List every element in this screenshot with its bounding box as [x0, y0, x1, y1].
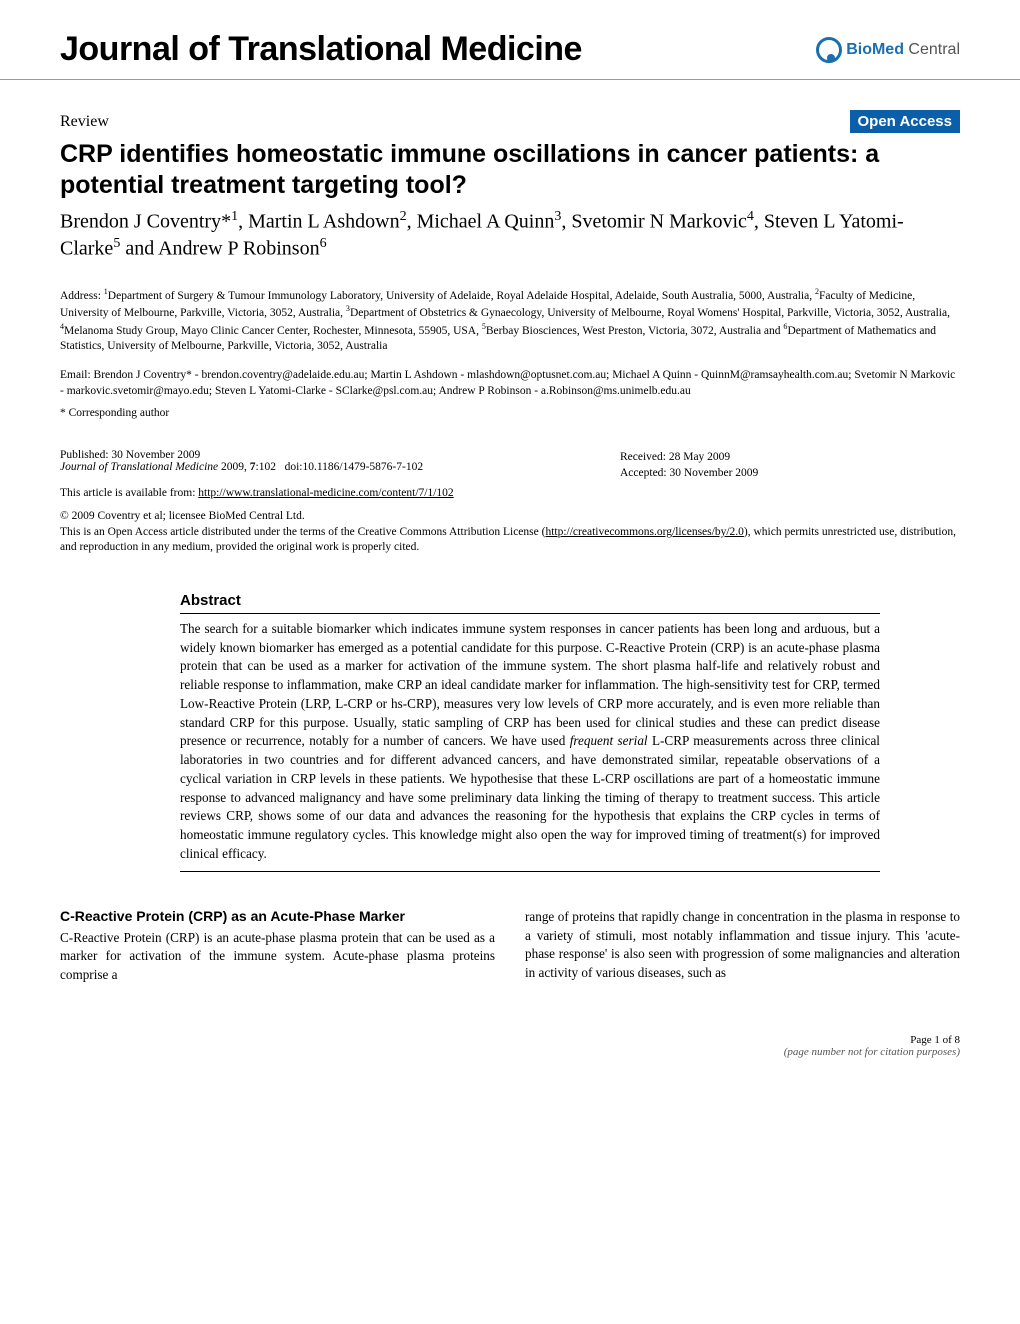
publisher-logo: BioMed Central	[816, 37, 960, 63]
available-label: This article is available from:	[60, 487, 198, 499]
article-type: Review	[60, 113, 109, 131]
page-footer: Page 1 of 8 (page number not for citatio…	[0, 1014, 1020, 1088]
accepted-date: Accepted: 30 November 2009	[620, 465, 960, 481]
author-emails: Email: Brendon J Coventry* - brendon.cov…	[60, 368, 960, 399]
page-number: Page 1 of 8	[60, 1034, 960, 1046]
footer-note: (page number not for citation purposes)	[60, 1046, 960, 1058]
abstract-body: The search for a suitable biomarker whic…	[180, 620, 880, 864]
published-date: Published: 30 November 2009	[60, 449, 480, 461]
section-heading: C-Reactive Protein (CRP) as an Acute-Pha…	[60, 908, 495, 926]
pub-left: Published: 30 November 2009 Journal of T…	[60, 449, 480, 483]
cc-license-link[interactable]: http://creativecommons.org/licenses/by/2…	[545, 526, 743, 538]
open-access-badge: Open Access	[850, 110, 961, 133]
abstract-rule-top	[180, 613, 880, 614]
citation: Journal of Translational Medicine 2009, …	[60, 461, 480, 473]
article-url-link[interactable]: http://www.translational-medicine.com/co…	[198, 487, 453, 499]
publication-dates: Published: 30 November 2009 Journal of T…	[60, 449, 960, 483]
copyright-line1: © 2009 Coventry et al; licensee BioMed C…	[60, 509, 960, 525]
copyright-line2: This is an Open Access article distribut…	[60, 525, 960, 556]
affiliations: Address: 1Department of Surgery & Tumour…	[60, 287, 960, 355]
publisher-name: BioMed Central	[846, 41, 960, 59]
abstract-rule-bottom	[180, 871, 880, 872]
meta-row: Review Open Access	[0, 80, 1020, 139]
publisher-light: Central	[904, 41, 960, 58]
abstract-section: Abstract The search for a suitable bioma…	[180, 592, 880, 873]
pub-right: Received: 28 May 2009 Accepted: 30 Novem…	[620, 449, 960, 483]
article-title: CRP identifies homeostatic immune oscill…	[60, 139, 960, 202]
copyright-pre: This is an Open Access article distribut…	[60, 526, 545, 538]
publisher-bold: BioMed	[846, 41, 904, 58]
received-date: Received: 28 May 2009	[620, 449, 960, 465]
body-col-1: C-Reactive Protein (CRP) as an Acute-Pha…	[60, 908, 495, 984]
col1-text: C-Reactive Protein (CRP) is an acute-pha…	[60, 930, 495, 982]
journal-title: Journal of Translational Medicine	[60, 30, 582, 69]
article-content: CRP identifies homeostatic immune oscill…	[0, 139, 1020, 1014]
corresponding-note: * Corresponding author	[60, 407, 960, 419]
abstract-heading: Abstract	[180, 592, 880, 609]
authors-list: Brendon J Coventry*1, Martin L Ashdown2,…	[60, 208, 960, 263]
body-columns: C-Reactive Protein (CRP) as an Acute-Pha…	[60, 908, 960, 1014]
journal-header: Journal of Translational Medicine BioMed…	[0, 0, 1020, 80]
available-from: This article is available from: http://w…	[60, 487, 960, 499]
copyright-block: © 2009 Coventry et al; licensee BioMed C…	[60, 509, 960, 556]
body-col-2: range of proteins that rapidly change in…	[525, 908, 960, 984]
col2-text: range of proteins that rapidly change in…	[525, 909, 960, 979]
logo-circle-icon	[816, 37, 842, 63]
